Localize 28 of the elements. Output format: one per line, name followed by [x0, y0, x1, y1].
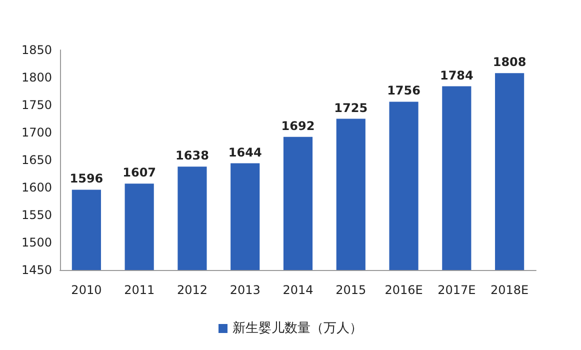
data-label: 1756 — [387, 84, 420, 98]
data-label: 1644 — [228, 145, 262, 160]
data-label: 1784 — [440, 68, 474, 82]
x-tick-label: 2011 — [124, 283, 155, 297]
y-tick-label: 1800 — [21, 70, 52, 84]
data-label: 1607 — [122, 166, 156, 180]
data-label: 1808 — [492, 55, 526, 70]
x-tick-label: 2017E — [438, 283, 476, 297]
data-label: 1638 — [176, 148, 209, 163]
x-tick-label: 2010 — [71, 283, 102, 297]
data-label: 1725 — [334, 100, 368, 115]
y-tick-label: 1600 — [21, 180, 52, 194]
y-tick-label: 1450 — [21, 263, 52, 277]
y-tick-label: 1750 — [21, 98, 52, 112]
x-tick-label: 2014 — [282, 283, 314, 297]
y-tick-label: 1700 — [21, 126, 52, 140]
x-tick-label: 2015 — [336, 283, 366, 297]
y-tick-label: 1500 — [21, 236, 52, 250]
legend-label: 新生婴儿数量（万人） — [232, 321, 362, 336]
data-label: 1596 — [70, 172, 104, 186]
y-tick-label: 1650 — [21, 153, 52, 167]
y-tick-label: 1550 — [21, 208, 52, 222]
y-tick-label: 1850 — [21, 43, 52, 57]
x-tick-label: 2012 — [176, 283, 208, 297]
data-label: 1692 — [281, 118, 315, 133]
x-tick-label: 2016E — [384, 283, 423, 297]
x-tick-label: 2013 — [230, 283, 260, 297]
x-tick-label: 2018E — [490, 283, 529, 297]
